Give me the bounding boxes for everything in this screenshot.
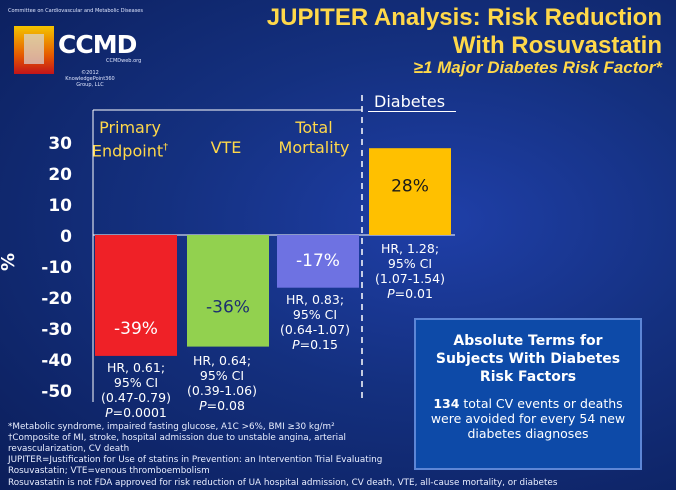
category-label-vte: VTE xyxy=(210,138,242,157)
callout-text: total CV events or deaths were avoided f… xyxy=(430,396,626,441)
absolute-terms-callout: Absolute Terms for Subjects With Diabete… xyxy=(414,318,642,470)
y-tick-label: -50 xyxy=(41,382,72,402)
y-tick-label: 20 xyxy=(48,165,72,185)
bar-diabetes xyxy=(369,148,451,235)
logo-copyright: ©2012 KnowledgePoint360 Group, LLC xyxy=(65,70,115,88)
y-tick-label: 10 xyxy=(48,196,72,216)
category-label-total-mortality: Total Mortality xyxy=(278,118,350,157)
logo-tagline: Committee on Cardiovascular and Metaboli… xyxy=(8,8,143,14)
y-tick-label: 0 xyxy=(60,227,72,247)
stat-label-diabetes: HR, 1.28; 95% CI (1.07-1.54) P=0.01 xyxy=(375,241,445,301)
y-tick-label: 30 xyxy=(48,134,72,154)
y-tick-label: -10 xyxy=(41,258,72,278)
bar-total-mortality xyxy=(277,235,359,288)
bar-value-label: 28% xyxy=(391,176,429,196)
footnotes: *Metabolic syndrome, impaired fasting gl… xyxy=(8,422,408,477)
footnote-metabolic: *Metabolic syndrome, impaired fasting gl… xyxy=(8,422,335,432)
footnote-jupiter: JUPITER=Justification for Use of statins… xyxy=(8,455,383,476)
y-tick-label: -30 xyxy=(41,320,72,340)
footnote-composite: †Composite of MI, stroke, hospital admis… xyxy=(8,433,346,454)
bar-value-labels: -39% -36% -17% 28% xyxy=(114,176,429,339)
bar-primary-endpoint xyxy=(95,235,177,356)
footnote-fda: Rosuvastatin is not FDA approved for ris… xyxy=(8,478,558,488)
bars xyxy=(95,148,451,356)
slide-subtitle: ≥1 Major Diabetes Risk Factor* xyxy=(413,58,662,77)
slide-title-line-2: With Rosuvastatin xyxy=(452,32,662,59)
y-axis-ticks: 30 20 10 0 -10 -20 -30 -40 -50 xyxy=(41,134,72,402)
diabetes-group-label: Diabetes xyxy=(374,92,446,111)
bar-vte xyxy=(187,235,269,347)
callout-title: Absolute Terms for Subjects With Diabete… xyxy=(435,333,621,385)
y-axis-label: % xyxy=(0,253,19,271)
y-tick-label: -20 xyxy=(41,289,72,309)
diabetes-group-underline xyxy=(368,111,456,112)
category-label-primary-endpoint: Primary Endpoint† xyxy=(91,118,169,161)
stat-label-primary-endpoint: HR, 0.61; 95% CI (0.47-0.79) P=0.0001 xyxy=(101,360,171,420)
heart-emblem-icon xyxy=(14,26,54,74)
logo-name: CCMD xyxy=(58,30,137,59)
ccmd-logo: Committee on Cardiovascular and Metaboli… xyxy=(8,8,148,94)
bar-value-label: -36% xyxy=(206,297,250,317)
logo-url: CCMDweb.org xyxy=(106,58,142,64)
stat-label-total-mortality: HR, 0.83; 95% CI (0.64-1.07) P=0.15 xyxy=(280,292,350,352)
y-tick-label: -40 xyxy=(41,351,72,371)
bar-value-label: -39% xyxy=(114,319,158,339)
bar-value-label: -17% xyxy=(296,251,340,271)
figure-silhouette-icon xyxy=(24,34,44,64)
callout-count: 134 xyxy=(433,396,460,411)
stat-label-vte: HR, 0.64; 95% CI (0.39-1.06) P=0.08 xyxy=(187,353,257,413)
slide-title-line-1: JUPITER Analysis: Risk Reduction xyxy=(266,4,662,31)
callout-body: 134 total CV events or deaths were avoid… xyxy=(416,396,640,441)
